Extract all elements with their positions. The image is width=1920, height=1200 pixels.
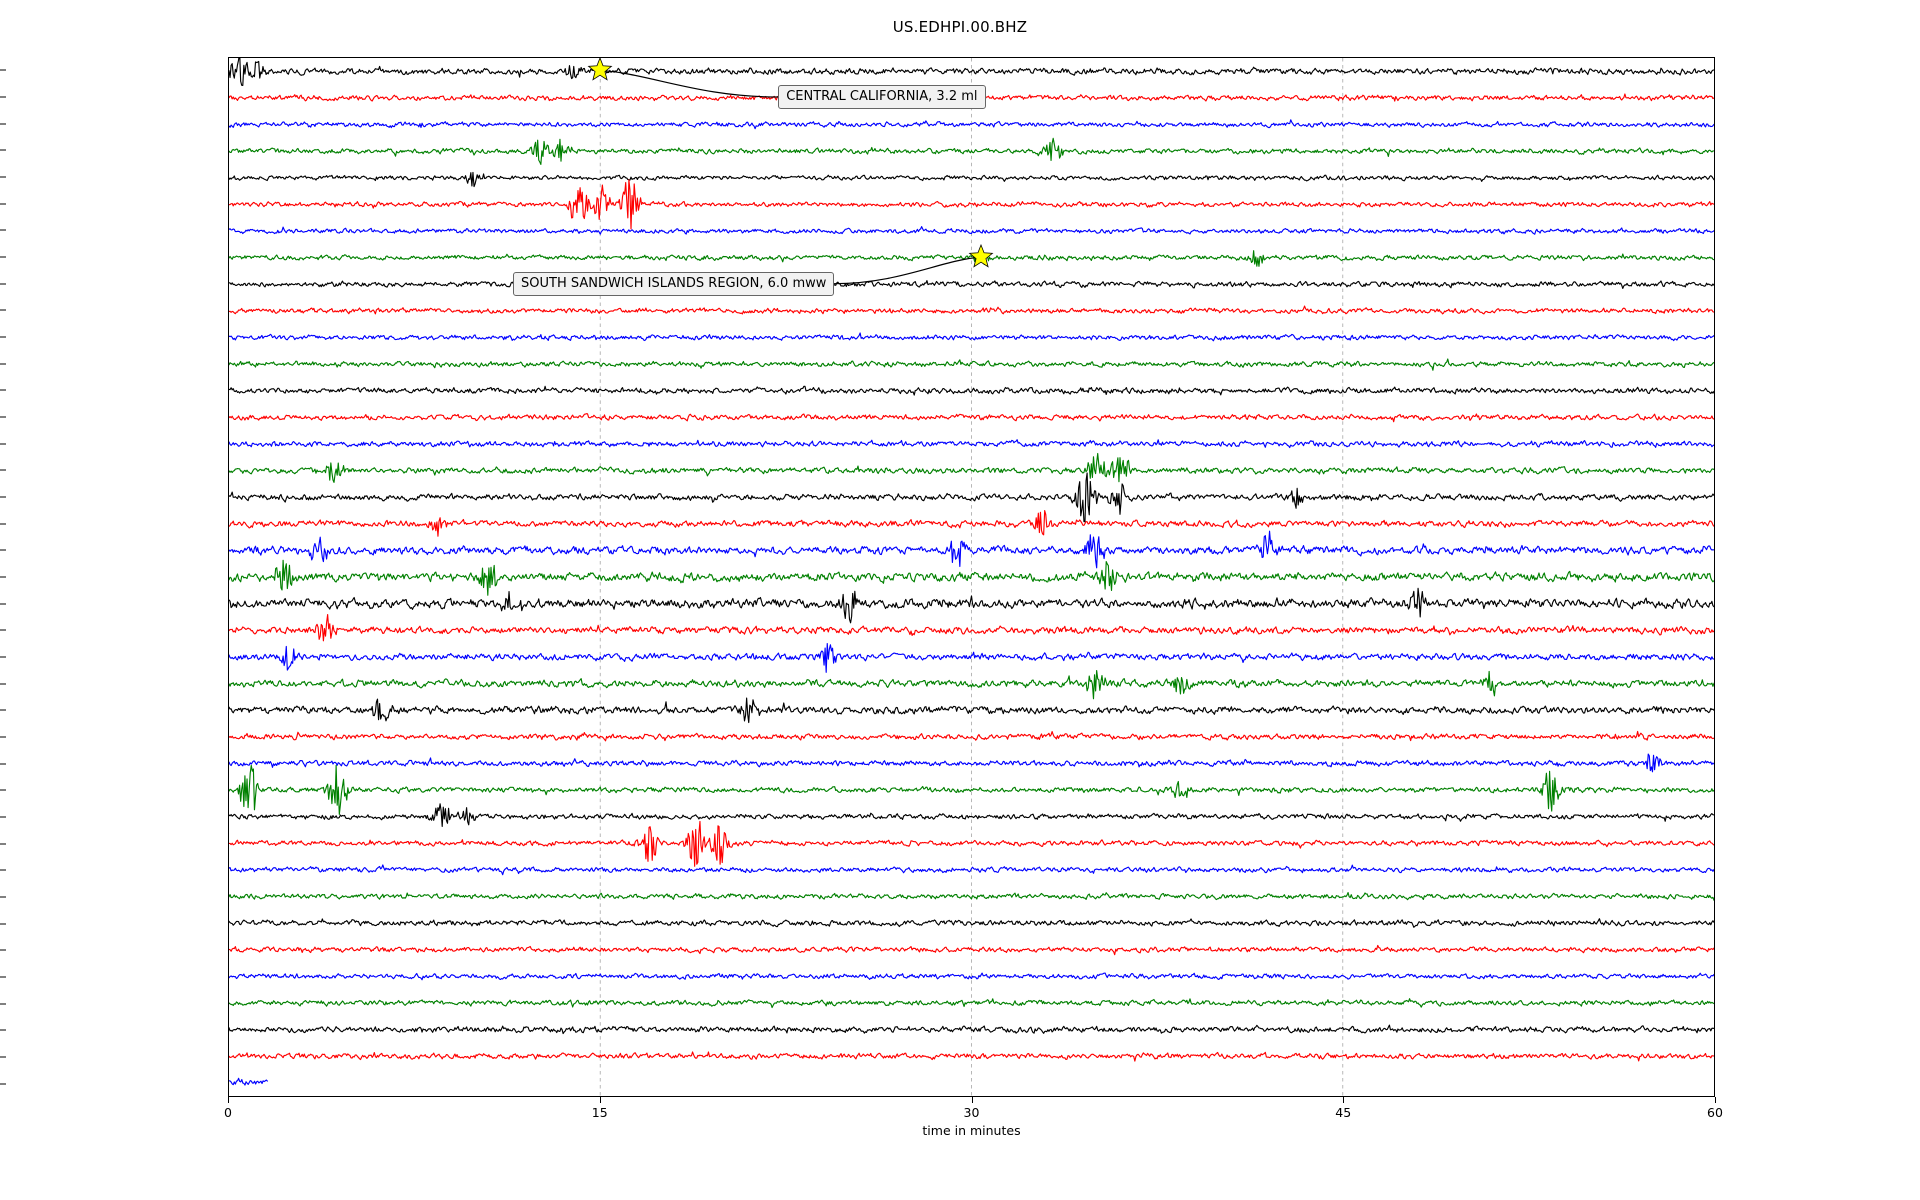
x-axis-tick-mark — [1715, 1097, 1716, 1103]
y-axis-tick-mark — [0, 69, 6, 71]
y-axis-tick-mark — [0, 123, 6, 125]
y-axis-tick-mark — [0, 389, 6, 391]
seismogram-trace — [229, 753, 1714, 773]
seismogram-trace — [229, 697, 1714, 724]
y-axis-tick-mark — [0, 683, 6, 685]
x-axis-label: time in minutes — [922, 1123, 1021, 1138]
y-axis-tick-mark — [0, 1056, 6, 1058]
y-axis-tick-mark — [0, 869, 6, 871]
x-axis-tick-mark — [1343, 1097, 1345, 1103]
y-axis-tick-labels: 00:00:0101:00:0102:00:0103:00:0104:00:01… — [0, 57, 228, 1097]
seismogram-trace — [229, 385, 1714, 396]
seismogram-trace — [229, 730, 1714, 742]
y-axis-tick-mark — [0, 603, 6, 605]
y-axis-tick-mark — [0, 789, 6, 791]
seismogram-trace — [229, 179, 1714, 230]
y-axis-tick-mark — [0, 363, 6, 365]
y-axis-tick-mark — [0, 176, 6, 178]
seismogram-trace — [229, 944, 1714, 956]
y-axis-tick-mark — [0, 549, 6, 551]
y-axis-tick-mark — [0, 336, 6, 338]
y-axis-tick-mark — [0, 576, 6, 578]
x-axis-tick-label: 15 — [591, 1105, 608, 1120]
seismogram-trace — [229, 510, 1714, 537]
seismogram-trace — [229, 891, 1714, 901]
seismogram-trace — [229, 613, 1714, 642]
seismogram-traces — [229, 58, 1714, 1096]
y-axis-tick-mark — [0, 976, 6, 978]
seismogram-trace — [229, 1051, 1714, 1062]
x-axis-tick-mark — [599, 1097, 601, 1103]
seismogram-trace — [229, 820, 1714, 867]
seismogram-trace — [229, 332, 1714, 342]
seismogram-trace — [229, 918, 1714, 928]
y-axis-tick-mark — [0, 656, 6, 658]
seismogram-trace — [229, 137, 1714, 166]
plot-area — [228, 57, 1715, 1097]
x-axis-tick-mark — [971, 1097, 973, 1103]
seismogram-trace — [229, 472, 1714, 523]
y-axis-tick-mark — [0, 443, 6, 445]
seismogram-trace — [229, 171, 1714, 188]
seismogram-trace — [229, 58, 1714, 87]
y-axis-tick-mark — [0, 709, 6, 711]
seismogram-trace — [229, 413, 1714, 423]
x-axis-tick-label: 60 — [1707, 1105, 1723, 1120]
seismogram-trace — [229, 358, 1714, 371]
y-axis-tick-mark — [0, 309, 6, 311]
seismogram-trace — [229, 305, 1714, 315]
x-axis-tick-label: 30 — [963, 1105, 980, 1120]
y-axis-tick-mark — [0, 496, 6, 498]
seismogram-trace — [229, 669, 1714, 700]
seismogram-trace — [229, 1077, 268, 1086]
seismogram-trace — [229, 439, 1714, 449]
y-axis-tick-mark — [0, 923, 6, 925]
seismogram-trace — [229, 764, 1714, 815]
seismogram-trace — [229, 1024, 1714, 1035]
y-axis-tick-mark — [0, 469, 6, 471]
y-axis-tick-mark — [0, 416, 6, 418]
x-axis-tick-label: 0 — [224, 1105, 232, 1120]
y-axis-tick-mark — [0, 96, 6, 98]
y-axis-tick-mark — [0, 256, 6, 258]
y-axis-tick-mark — [0, 843, 6, 845]
y-axis-tick-mark — [0, 149, 6, 151]
event-annotation-label: CENTRAL CALIFORNIA, 3.2 ml — [778, 85, 986, 109]
x-axis-tick-labels: 0 15 30 45 60 — [224, 1097, 1723, 1137]
event-annotation-label: SOUTH SANDWICH ISLANDS REGION, 6.0 mww — [513, 271, 835, 296]
y-axis-tick-mark — [0, 949, 6, 951]
y-axis-tick-mark — [0, 1029, 6, 1031]
page-title: US.EDHPI.00.BHZ — [892, 18, 1028, 36]
seismogram-trace — [229, 559, 1714, 596]
seismogram-trace — [229, 119, 1714, 130]
y-axis-tick-mark — [0, 1083, 6, 1085]
y-axis-tick-mark — [0, 896, 6, 898]
y-axis-tick-mark — [0, 283, 6, 285]
y-axis-tick-mark — [0, 736, 6, 738]
seismogram-trace — [229, 452, 1714, 483]
seismogram-trace — [229, 642, 1714, 673]
seismogram-trace — [229, 998, 1714, 1009]
y-axis-tick-mark — [0, 629, 6, 631]
x-axis-tick-label: 45 — [1335, 1105, 1352, 1120]
seismogram-trace — [229, 226, 1714, 235]
y-axis-tick-mark — [0, 1003, 6, 1005]
y-axis-tick-mark — [0, 763, 6, 765]
seismogram-trace — [229, 530, 1714, 569]
seismogram-trace — [229, 864, 1714, 876]
y-axis-tick-mark — [0, 229, 6, 231]
y-axis-tick-mark — [0, 203, 6, 205]
seismogram-trace — [229, 587, 1714, 624]
y-axis-tick-mark — [0, 523, 6, 525]
x-axis-tick-mark — [228, 1097, 229, 1103]
seismogram-trace — [229, 803, 1714, 828]
seismogram-trace — [229, 972, 1714, 981]
y-axis-tick-mark — [0, 816, 6, 818]
